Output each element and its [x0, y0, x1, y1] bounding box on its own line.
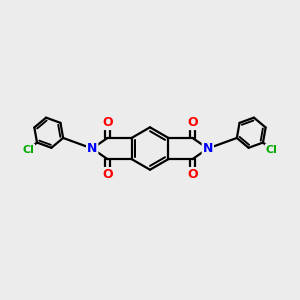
Text: N: N	[202, 142, 213, 155]
Text: O: O	[187, 116, 198, 129]
Text: O: O	[102, 168, 113, 181]
Text: Cl: Cl	[266, 145, 278, 155]
Text: N: N	[87, 142, 98, 155]
Text: O: O	[102, 116, 113, 129]
Text: Cl: Cl	[22, 145, 34, 155]
Text: O: O	[187, 168, 198, 181]
